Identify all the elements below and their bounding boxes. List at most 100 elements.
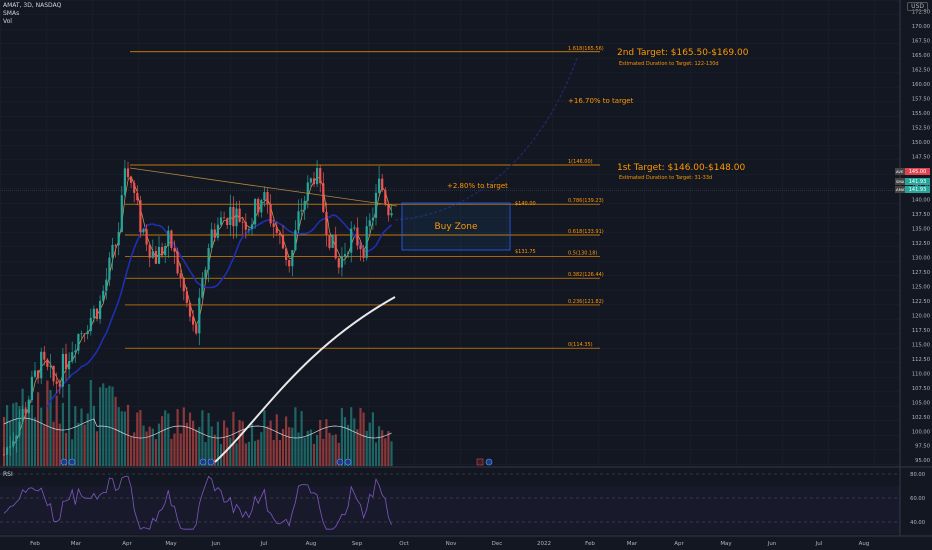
candle-body xyxy=(182,278,185,292)
price-tick-label: 135.00 xyxy=(912,227,930,233)
volume-bar xyxy=(275,414,278,466)
event-marker-icon[interactable] xyxy=(68,458,76,466)
candle-body xyxy=(390,213,393,216)
volume-bar xyxy=(92,405,95,466)
badge-value-bg xyxy=(905,178,930,185)
candle-body xyxy=(27,400,30,413)
volume-bar xyxy=(285,416,288,466)
price-tick-label: 110.00 xyxy=(912,371,930,377)
first-target-title: 1st Target: $146.00-$148.00 xyxy=(617,163,745,173)
candle-body xyxy=(58,383,61,387)
time-tick-label: Mar xyxy=(627,541,638,547)
fib-label: 1(146.00) xyxy=(568,159,593,165)
volume-bar xyxy=(250,423,254,466)
price-tick-label: 95.00 xyxy=(915,458,930,464)
price-tick-label: 152.50 xyxy=(912,125,930,131)
candle-body xyxy=(195,324,198,334)
volume-bar xyxy=(371,412,374,466)
volume-bar xyxy=(207,413,210,466)
volume-bar xyxy=(347,424,350,466)
event-marker-icon[interactable] xyxy=(207,458,215,466)
candle-body xyxy=(126,168,130,178)
candle-body xyxy=(83,333,86,335)
price-tick-label: 132.50 xyxy=(912,241,930,247)
candle-body xyxy=(247,228,250,230)
candle-body xyxy=(365,226,368,258)
volume-bar xyxy=(257,439,260,466)
candle-body xyxy=(263,192,266,201)
candle-body xyxy=(362,249,365,258)
event-marker-icon[interactable] xyxy=(344,458,352,466)
buy-zone-box[interactable] xyxy=(401,202,511,251)
candle-body xyxy=(319,168,322,184)
volume-bar xyxy=(188,412,192,466)
currency-button[interactable]: USD xyxy=(907,2,928,11)
volume-bar xyxy=(2,417,6,466)
event-marker-icon[interactable] xyxy=(485,458,493,466)
time-axis[interactable]: Feb Mar Apr May Jun Jul Aug Sep Oct Nov Dec 2022 Feb… xyxy=(30,541,869,547)
volume-bar xyxy=(387,431,390,466)
candle-body xyxy=(2,454,6,456)
volume-bar xyxy=(198,426,201,466)
event-marker-icon[interactable] xyxy=(336,458,344,466)
price-tick-label: 157.50 xyxy=(912,96,930,102)
indicator-vol[interactable]: Vol xyxy=(3,18,12,25)
candle-body xyxy=(235,208,238,227)
fib-label: 0.786(139.23) xyxy=(568,198,604,204)
volume-bar xyxy=(61,402,64,466)
volume-bar xyxy=(49,389,52,466)
event-marker-icon[interactable] xyxy=(60,458,68,466)
candle-body xyxy=(108,257,111,280)
volume-bar xyxy=(260,432,263,466)
pct-to-target-2: +16.70% to target xyxy=(568,97,634,105)
volume-bar xyxy=(170,438,173,466)
event-marker-icon[interactable] xyxy=(199,458,207,466)
volume-bar xyxy=(269,420,272,466)
volume-bar xyxy=(21,388,24,466)
badge-tag: SMA xyxy=(896,179,905,184)
time-tick-label: May xyxy=(720,541,732,547)
candle-body xyxy=(300,209,303,212)
candle-body xyxy=(24,408,27,413)
volume-bar xyxy=(294,407,297,466)
price-tick-label: 122.50 xyxy=(912,299,930,305)
volume-bar xyxy=(325,419,328,466)
price-tick-label: 167.50 xyxy=(912,39,930,45)
event-markers[interactable] xyxy=(60,458,493,466)
candle-body xyxy=(15,435,18,441)
candle-body xyxy=(254,199,257,225)
volume-bar xyxy=(316,434,319,466)
candle-body xyxy=(6,447,9,455)
fib-label: 1.618(165.56) xyxy=(568,46,604,52)
candle-body xyxy=(133,182,136,193)
candle-body xyxy=(136,192,139,201)
indicator-smas[interactable]: SMAs xyxy=(3,10,20,17)
volume-bar xyxy=(232,411,235,466)
volume-ma-line xyxy=(3,417,392,439)
projection-curve xyxy=(394,57,578,221)
rsi-label: RSI xyxy=(3,471,13,478)
candle-body xyxy=(275,226,278,233)
time-tick-label: Feb xyxy=(30,541,40,547)
volume-bar xyxy=(381,430,384,466)
candle-body xyxy=(95,308,99,319)
price-axis-bg xyxy=(900,0,932,550)
volume-bar xyxy=(37,392,40,466)
volume-bar xyxy=(378,426,381,466)
event-marker-red-icon[interactable] xyxy=(476,458,484,466)
volume-bar xyxy=(185,422,188,466)
volume-bar xyxy=(80,408,83,466)
candle-body xyxy=(64,353,68,370)
volume-bar xyxy=(77,422,80,466)
price-tick-label: 172.50 xyxy=(912,10,930,16)
price-tick-label: 165.00 xyxy=(912,53,930,59)
symbol-line[interactable]: AMAT, 3D, NASDAQ xyxy=(3,2,62,9)
candle-body xyxy=(306,182,309,201)
candle-body xyxy=(387,204,390,216)
volume-bar xyxy=(173,433,176,466)
rsi-tick-label: 80.00 xyxy=(910,472,925,478)
volume-bar xyxy=(27,399,30,466)
candle-body xyxy=(114,244,117,246)
volume-bar xyxy=(123,411,126,466)
